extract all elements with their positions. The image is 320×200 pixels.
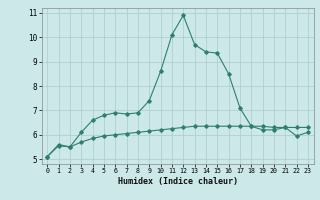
X-axis label: Humidex (Indice chaleur): Humidex (Indice chaleur) bbox=[118, 177, 237, 186]
